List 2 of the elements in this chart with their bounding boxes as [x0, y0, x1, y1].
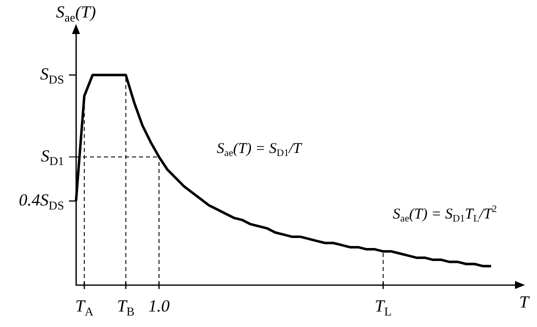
x-tick-label: 1.0 [148, 296, 170, 316]
x-axis-title: T [519, 292, 530, 312]
